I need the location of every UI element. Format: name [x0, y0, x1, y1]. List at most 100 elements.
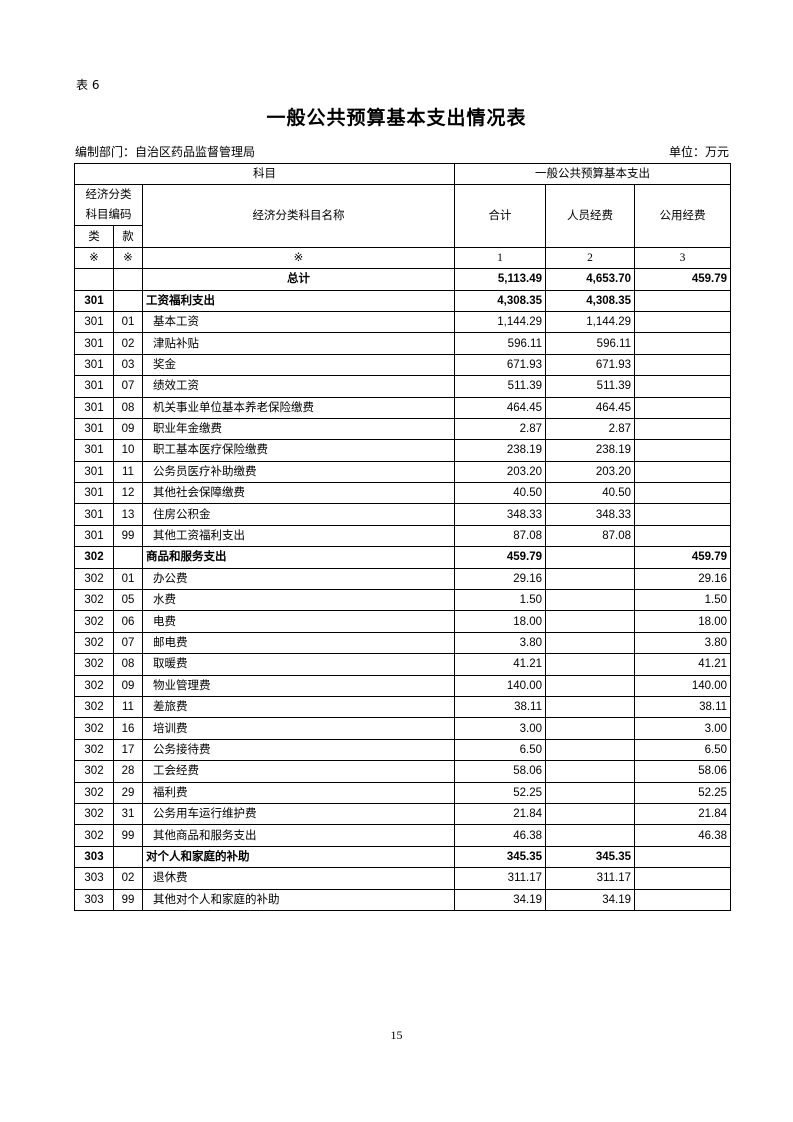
row-name: 培训费 — [142, 717, 455, 740]
row-item: 01 — [113, 567, 143, 591]
row-total: 511.39 — [454, 375, 546, 398]
row-personnel: 311.17 — [545, 867, 635, 890]
row-class: 301 — [74, 417, 114, 441]
row-public: 3.80 — [633, 631, 732, 655]
row-item: 06 — [113, 610, 143, 633]
row-class: 301 — [74, 439, 114, 462]
row-public: 6.50 — [633, 738, 732, 762]
row-name: 绩效工资 — [142, 375, 455, 398]
row-total: 345.35 — [454, 845, 546, 869]
table-row: 302 05 水费 1.50 1.50 — [74, 589, 732, 612]
table-row: 301 99 其他工资福利支出 87.08 87.08 — [74, 524, 732, 548]
table-row: 301 01 基本工资 1,144.29 1,144.29 — [74, 310, 732, 334]
row-item: 13 — [113, 503, 143, 526]
row-public — [633, 375, 732, 398]
row-name: 职业年金缴费 — [142, 417, 455, 441]
row-name: 公务接待费 — [142, 738, 455, 762]
row-total: 18.00 — [454, 610, 546, 633]
total-personnel: 4,653.70 — [545, 268, 635, 291]
row-name: 津贴补贴 — [142, 332, 455, 355]
row-personnel — [545, 760, 635, 783]
row-public — [633, 310, 732, 334]
row-personnel: 2.87 — [545, 417, 635, 441]
row-public — [633, 503, 732, 526]
total-label: 总计 — [142, 268, 455, 291]
row-total: 3.80 — [454, 631, 546, 655]
row-total: 29.16 — [454, 567, 546, 591]
table-label: 表 6 — [76, 78, 100, 92]
row-name: 邮电费 — [142, 631, 455, 655]
row-item: 08 — [113, 653, 143, 676]
table-row: 301 09 职业年金缴费 2.87 2.87 — [74, 417, 732, 441]
table-row: 301 08 机关事业单位基本养老保险缴费 464.45 464.45 — [74, 396, 732, 419]
row-public — [633, 417, 732, 441]
row-class: 303 — [74, 888, 114, 911]
row-item: 99 — [113, 824, 143, 847]
row-total: 6.50 — [454, 738, 546, 762]
row-name: 其他工资福利支出 — [142, 524, 455, 548]
row-class: 301 — [74, 460, 114, 484]
row-item: 03 — [113, 353, 143, 377]
row-name: 公务用车运行维护费 — [142, 802, 455, 826]
row-personnel — [545, 546, 635, 569]
header-item: 款 — [113, 225, 143, 248]
row-personnel: 511.39 — [545, 375, 635, 398]
mark-name: ※ — [142, 246, 455, 270]
row-name: 水费 — [142, 589, 455, 612]
row-class: 302 — [74, 738, 114, 762]
row-personnel: 671.93 — [545, 353, 635, 377]
row-total: 21.84 — [454, 802, 546, 826]
table-row: 302 16 培训费 3.00 3.00 — [74, 717, 732, 740]
row-class: 302 — [74, 610, 114, 633]
row-class: 303 — [74, 845, 114, 869]
row-personnel — [545, 717, 635, 740]
row-name: 工资福利支出 — [142, 289, 455, 312]
row-personnel: 348.33 — [545, 503, 635, 526]
row-public — [633, 439, 732, 462]
table-row: 303 99 其他对个人和家庭的补助 34.19 34.19 — [74, 888, 732, 911]
row-name: 奖金 — [142, 353, 455, 377]
row-total: 58.06 — [454, 760, 546, 783]
row-public: 459.79 — [633, 546, 732, 569]
row-name: 公务员医疗补助缴费 — [142, 460, 455, 484]
row-personnel — [545, 610, 635, 633]
row-personnel: 1,144.29 — [545, 310, 635, 334]
row-item: 99 — [113, 524, 143, 548]
row-public: 18.00 — [633, 610, 732, 633]
row-item — [113, 845, 143, 869]
row-personnel: 4,308.35 — [545, 289, 635, 312]
row-item: 05 — [113, 589, 143, 612]
row-item: 07 — [113, 375, 143, 398]
row-public — [633, 289, 732, 312]
page-title: 一般公共预算基本支出情况表 — [266, 107, 527, 129]
row-total: 46.38 — [454, 824, 546, 847]
row-total: 3.00 — [454, 717, 546, 740]
table-row: 303 对个人和家庭的补助 345.35 345.35 — [74, 845, 732, 869]
col-index-1: 1 — [454, 246, 546, 270]
row-public: 140.00 — [633, 674, 732, 697]
row-total: 87.08 — [454, 524, 546, 548]
header-personnel: 人员经费 — [545, 184, 635, 248]
row-personnel — [545, 589, 635, 612]
row-class: 302 — [74, 760, 114, 783]
row-name: 其他社会保障缴费 — [142, 482, 455, 505]
row-class: 302 — [74, 546, 114, 569]
row-item: 16 — [113, 717, 143, 740]
row-total: 459.79 — [454, 546, 546, 569]
row-total: 4,308.35 — [454, 289, 546, 312]
row-personnel: 345.35 — [545, 845, 635, 869]
expenditure-table: 科目 一般公共预算基本支出 经济分类科目编码 经济分类科目名称 合计 人员经费 … — [74, 162, 732, 911]
row-personnel: 464.45 — [545, 396, 635, 419]
row-total: 596.11 — [454, 332, 546, 355]
table-row: 301 12 其他社会保障缴费 40.50 40.50 — [74, 482, 732, 505]
table-row: 302 07 邮电费 3.80 3.80 — [74, 631, 732, 655]
row-public: 58.06 — [633, 760, 732, 783]
row-item: 10 — [113, 439, 143, 462]
table-row: 302 17 公务接待费 6.50 6.50 — [74, 738, 732, 762]
row-public — [633, 524, 732, 548]
row-public — [633, 353, 732, 377]
row-name: 退休费 — [142, 867, 455, 890]
row-total: 34.19 — [454, 888, 546, 911]
row-class: 302 — [74, 824, 114, 847]
unit-label: 单位：万元 — [668, 145, 729, 159]
